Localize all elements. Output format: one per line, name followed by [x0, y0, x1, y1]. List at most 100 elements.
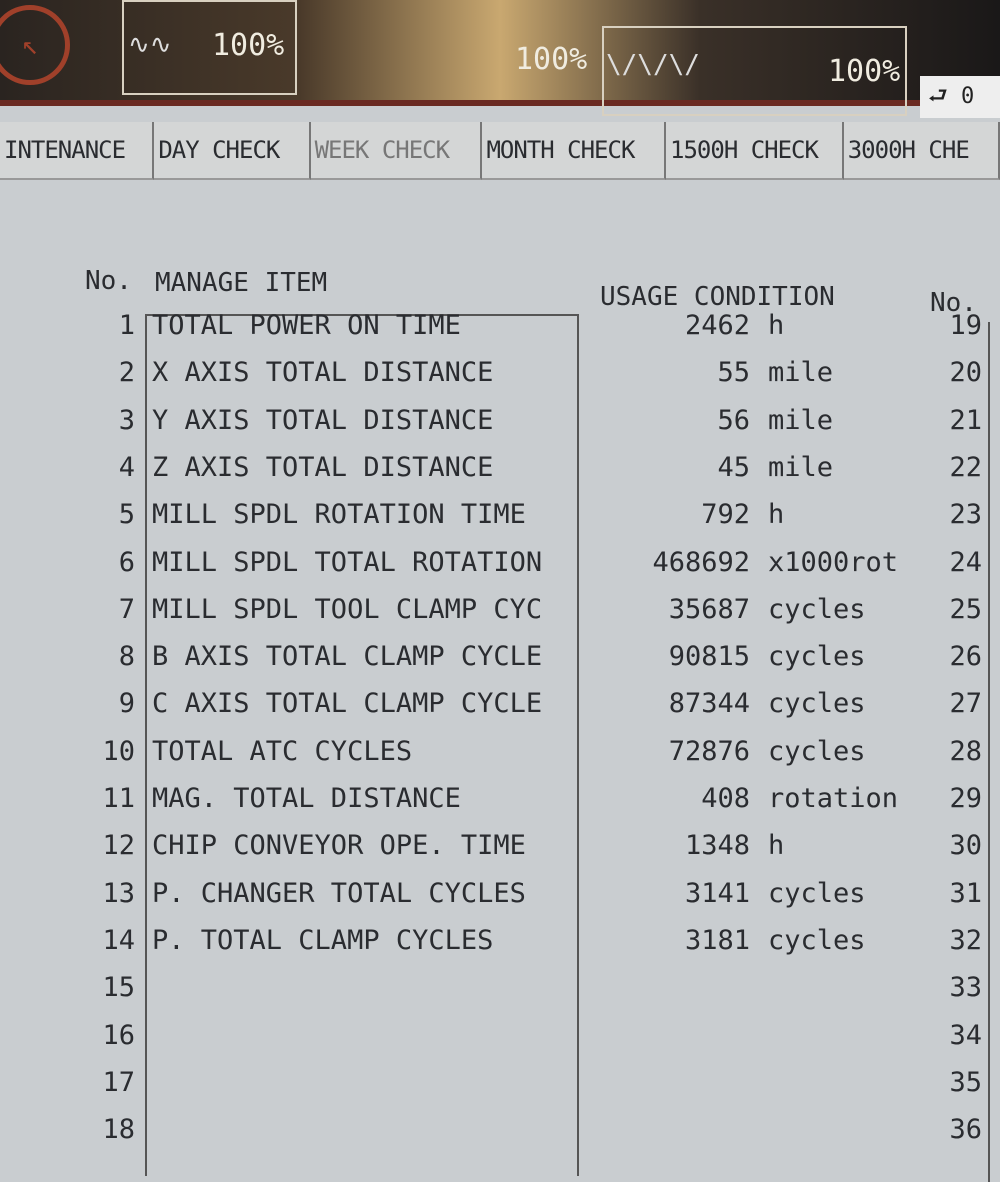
usage-unit: cycles — [768, 593, 866, 625]
table-row[interactable]: 7 MILL SPDL TOOL CLAMP CYC 35687 cycles 25 — [0, 594, 1000, 641]
table-row[interactable]: 15 33 — [0, 972, 1000, 1019]
right-row-number: 23 — [949, 499, 982, 531]
manage-item: C AXIS TOTAL CLAMP CYCLE — [152, 688, 543, 720]
manage-item: Z AXIS TOTAL DISTANCE — [152, 451, 494, 483]
usage-value: 87344 — [668, 688, 750, 720]
wave-icon: ∿∿ — [128, 30, 172, 60]
table-row[interactable]: 11 MAG. TOTAL DISTANCE 408 rotation 29 — [0, 783, 1000, 830]
row-number: 14 — [102, 924, 135, 956]
table-row[interactable]: 18 36 — [0, 1114, 1000, 1161]
usage-unit: h — [768, 499, 785, 531]
tab-maintenance[interactable]: INTENANCE — [0, 122, 155, 180]
right-row-number: 31 — [949, 877, 982, 909]
usage-value: 3141 — [684, 877, 750, 909]
usage-unit: cycles — [768, 688, 866, 720]
row-number: 8 — [118, 641, 135, 673]
row-number: 10 — [102, 735, 135, 767]
gauge3-value: 100% — [828, 54, 901, 89]
usage-value: 792 — [701, 499, 750, 531]
manage-item: X AXIS TOTAL DISTANCE — [152, 357, 494, 389]
usage-unit: h — [768, 310, 785, 341]
tab-day-check[interactable]: DAY CHECK — [154, 122, 311, 180]
table-row[interactable]: 16 34 — [0, 1020, 1000, 1067]
status-bar: ↖ ∿∿ 100% 100% \/\/\/ 100% — [0, 0, 1000, 116]
usage-unit: h — [768, 830, 785, 862]
right-row-number: 22 — [949, 451, 982, 483]
table-row[interactable]: 9 C AXIS TOTAL CLAMP CYCLE 87344 cycles 27 — [0, 688, 1000, 735]
table-row[interactable]: 1 TOTAL POWER ON TIME 2462 h 19 — [0, 310, 1000, 357]
row-number: 11 — [102, 783, 135, 814]
usage-unit: cycles — [768, 735, 866, 767]
tab-3000h-check[interactable]: 3000H CHE — [843, 122, 1000, 180]
right-row-number: 21 — [949, 404, 982, 436]
table-row[interactable]: 5 MILL SPDL ROTATION TIME 792 h 23 — [0, 499, 1000, 546]
right-row-number: 27 — [949, 688, 982, 720]
gauge2-value: 100% — [515, 42, 588, 77]
row-number: 9 — [118, 688, 135, 720]
table-row[interactable]: 3 Y AXIS TOTAL DISTANCE 56 mile 21 — [0, 405, 1000, 452]
tab-week-check[interactable]: WEEK CHECK — [310, 122, 483, 180]
usage-unit: cycles — [768, 641, 866, 673]
usage-unit: mile — [768, 451, 834, 483]
zigzag-icon: \/\/\/ — [606, 50, 700, 80]
table-row[interactable]: 17 35 — [0, 1067, 1000, 1114]
usage-value: 35687 — [668, 593, 750, 625]
right-row-number: 19 — [949, 310, 982, 341]
manage-item: TOTAL ATC CYCLES — [152, 735, 413, 767]
row-number: 16 — [102, 1019, 135, 1051]
manage-item: Y AXIS TOTAL DISTANCE — [152, 404, 494, 436]
manage-item: TOTAL POWER ON TIME — [152, 310, 461, 341]
tool-return-icon: ⮐ — [928, 84, 962, 109]
gauge1-value: 100% — [212, 28, 285, 63]
right-row-number: 34 — [949, 1019, 982, 1051]
usage-value: 55 — [717, 357, 750, 389]
usage-unit: cycles — [768, 877, 866, 909]
row-number: 15 — [102, 972, 135, 1004]
tab-1500h-check[interactable]: 1500H CHECK — [666, 122, 844, 180]
usage-unit: mile — [768, 404, 834, 436]
usage-value: 408 — [701, 783, 750, 814]
tab-bar: INTENANCE DAY CHECK WEEK CHECK MONTH CHE… — [0, 122, 1000, 182]
row-number: 12 — [102, 830, 135, 862]
table-row[interactable]: 8 B AXIS TOTAL CLAMP CYCLE 90815 cycles 26 — [0, 641, 1000, 688]
usage-value: 90815 — [668, 641, 750, 673]
usage-value: 468692 — [652, 546, 750, 578]
row-number: 18 — [102, 1114, 135, 1146]
manage-item: P. CHANGER TOTAL CYCLES — [152, 877, 526, 909]
manage-item: P. TOTAL CLAMP CYCLES — [152, 924, 494, 956]
header-no-right: No. — [930, 288, 977, 318]
right-row-number: 28 — [949, 735, 982, 767]
table-row[interactable]: 14 P. TOTAL CLAMP CYCLES 3181 cycles 32 — [0, 925, 1000, 972]
row-number: 4 — [118, 451, 135, 483]
row-number: 6 — [118, 546, 135, 578]
table-row[interactable]: 6 MILL SPDL TOTAL ROTATION 468692 x1000rot 2… — [0, 547, 1000, 594]
manage-item: MILL SPDL TOTAL ROTATION — [152, 546, 543, 578]
usage-unit: mile — [768, 357, 834, 389]
row-number: 1 — [118, 310, 135, 341]
right-row-number: 25 — [949, 593, 982, 625]
header-manage-item: MANAGE ITEM — [155, 268, 328, 298]
table-row[interactable]: 13 P. CHANGER TOTAL CYCLES 3141 cycles 31 — [0, 878, 1000, 925]
row-number: 13 — [102, 877, 135, 909]
table-row[interactable]: 10 TOTAL ATC CYCLES 72876 cycles 28 — [0, 736, 1000, 783]
table-row[interactable]: 4 Z AXIS TOTAL DISTANCE 45 mile 22 — [0, 452, 1000, 499]
back-arrow-icon[interactable]: ↖ — [0, 5, 70, 85]
right-row-number: 20 — [949, 357, 982, 389]
manage-item: MILL SPDL ROTATION TIME — [152, 499, 526, 531]
row-number: 2 — [118, 357, 135, 389]
right-row-number: 26 — [949, 641, 982, 673]
right-row-number: 33 — [949, 972, 982, 1004]
manage-item: MAG. TOTAL DISTANCE — [152, 783, 461, 814]
right-item-box — [988, 322, 1000, 1182]
usage-value: 1348 — [684, 830, 750, 862]
table-row[interactable]: 12 CHIP CONVEYOR OPE. TIME 1348 h 30 — [0, 830, 1000, 877]
header-no: No. — [85, 266, 132, 296]
feed-override-gauge — [602, 26, 907, 116]
tab-month-check[interactable]: MONTH CHECK — [482, 122, 667, 180]
table-row[interactable]: 2 X AXIS TOTAL DISTANCE 55 mile 20 — [0, 357, 1000, 404]
usage-unit: x1000rot — [768, 546, 899, 578]
header-usage-condition: USAGE CONDITION — [600, 282, 835, 312]
usage-value: 2462 — [684, 310, 750, 341]
right-row-number: 24 — [949, 546, 982, 578]
manage-item: B AXIS TOTAL CLAMP CYCLE — [152, 641, 543, 673]
